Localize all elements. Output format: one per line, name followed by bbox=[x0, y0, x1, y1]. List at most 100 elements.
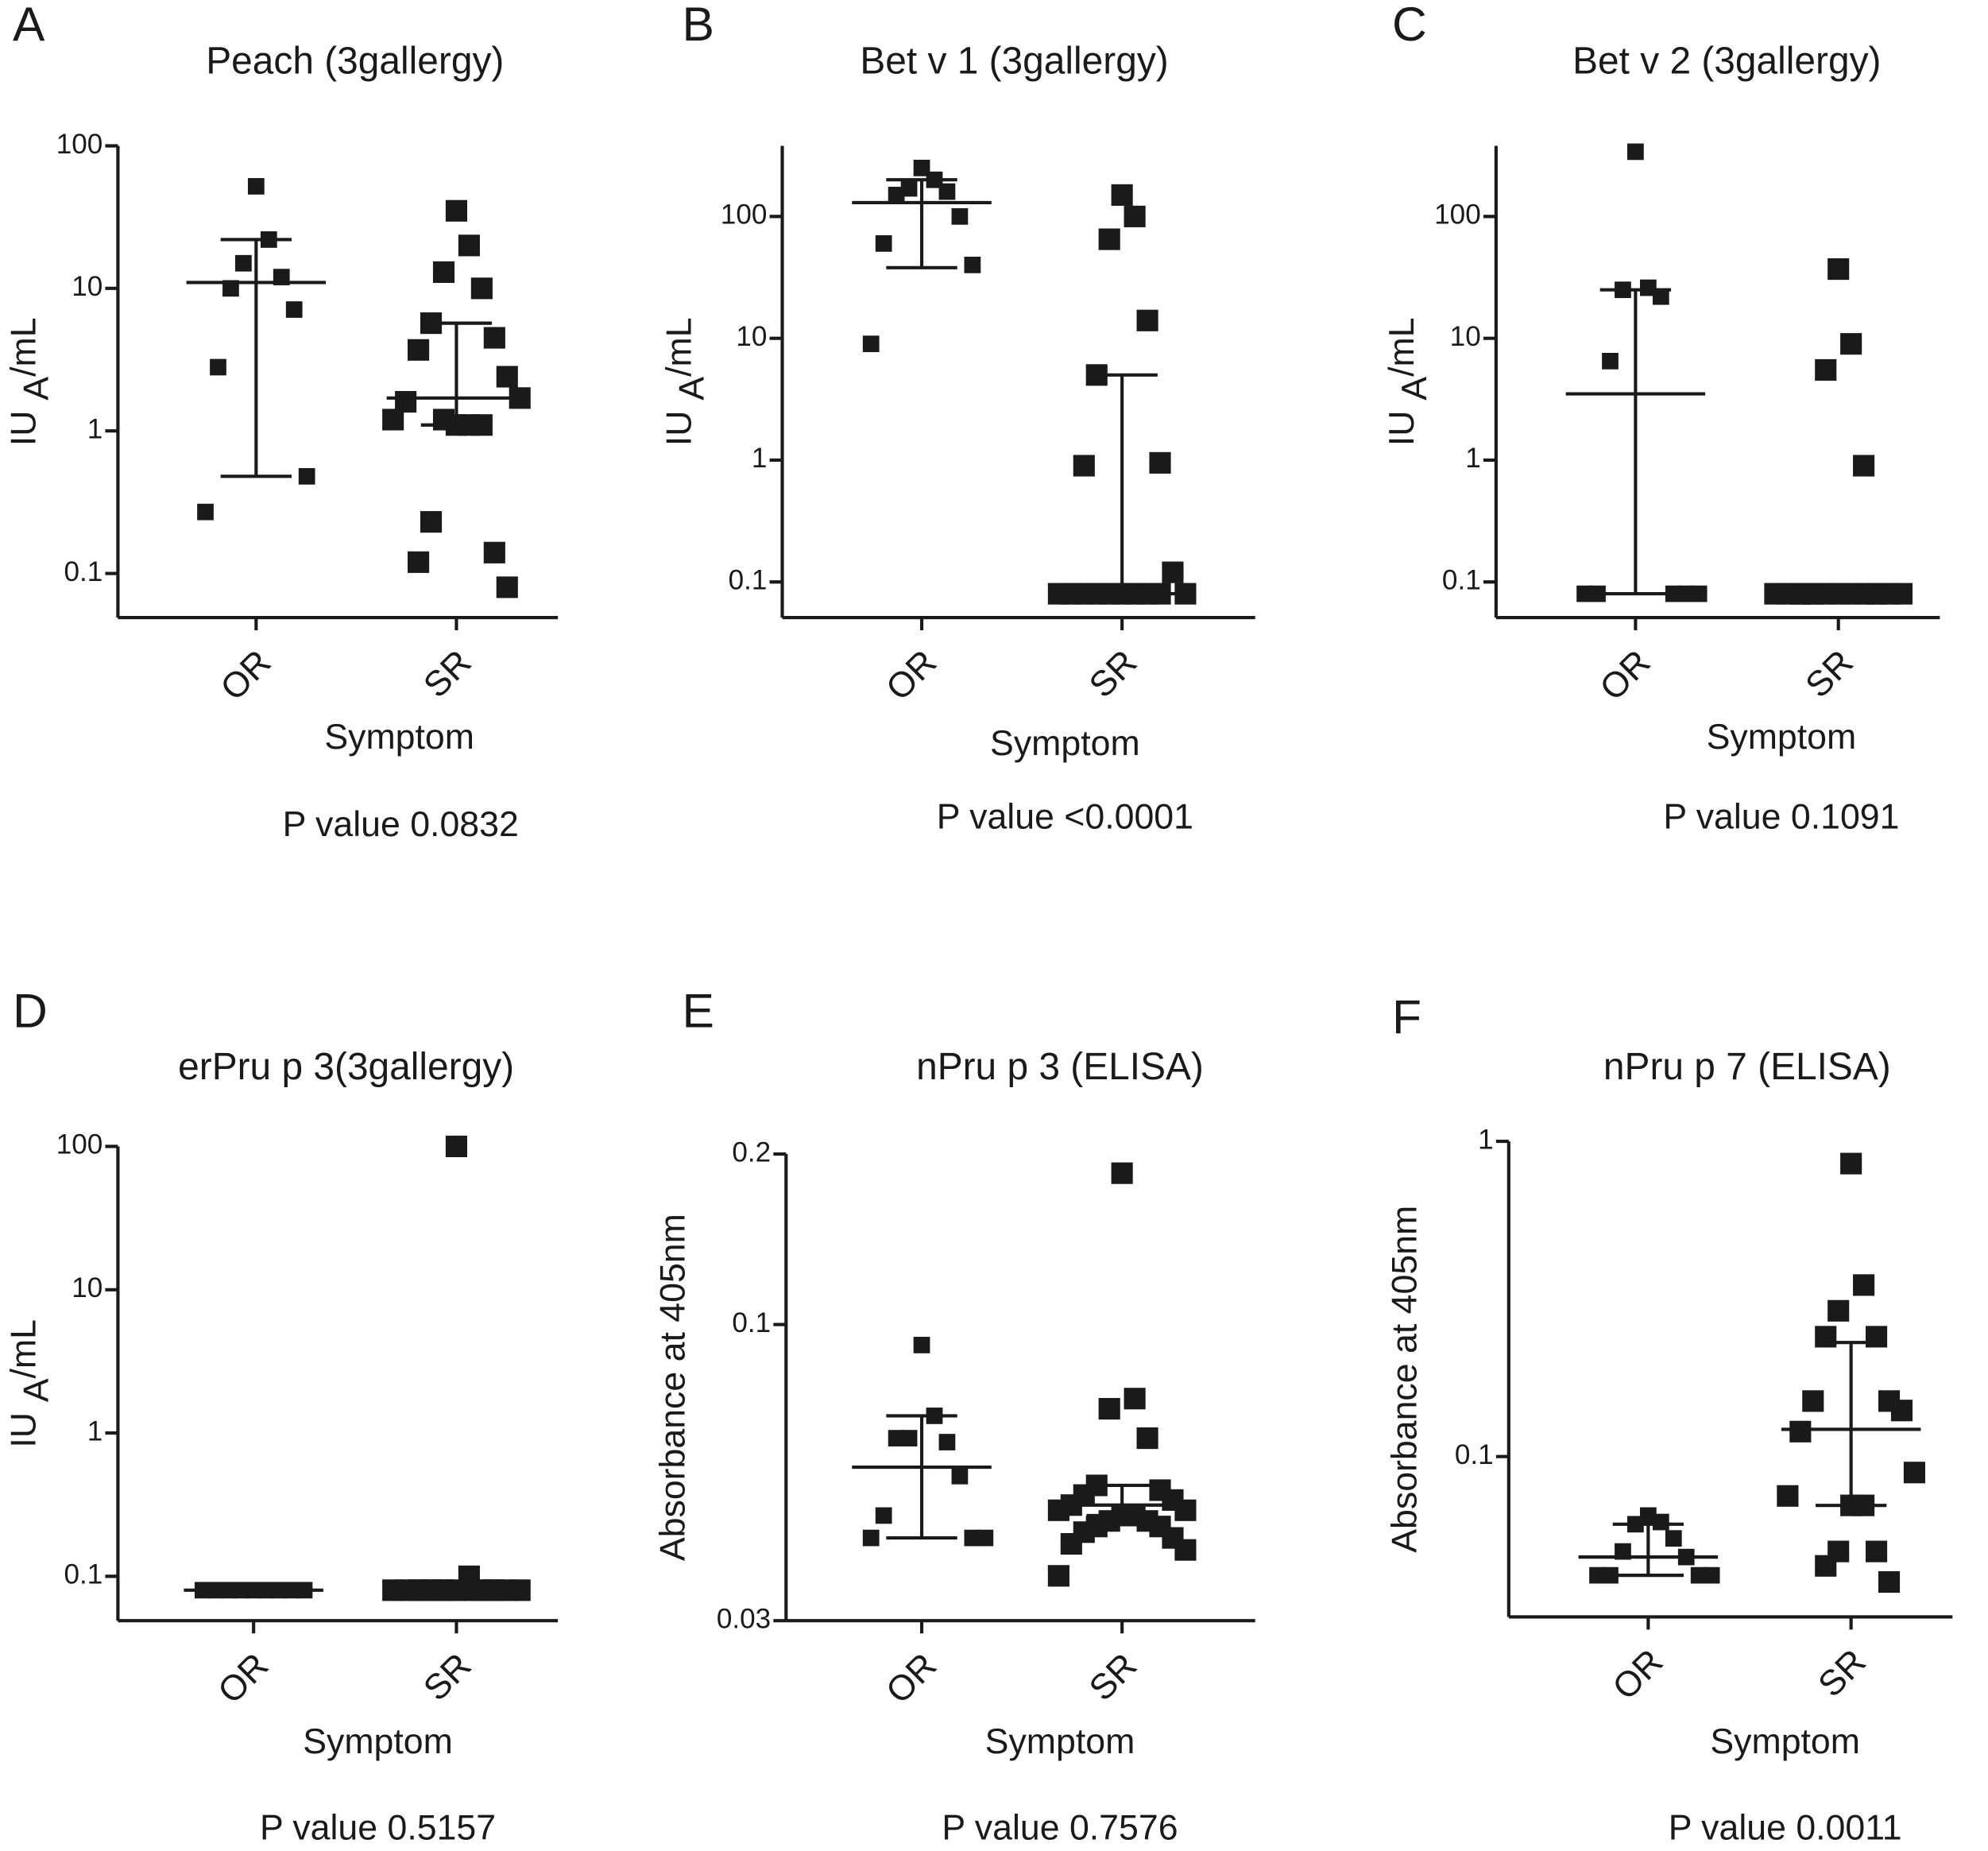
panel-label: A bbox=[13, 0, 45, 51]
p-value-note: P value 0.0832 bbox=[283, 805, 519, 844]
data-point bbox=[1589, 1566, 1606, 1584]
y-tick-label: 0.03 bbox=[717, 1603, 771, 1634]
chart-title: nPru p 3 (ELISA) bbox=[916, 1046, 1204, 1088]
data-point bbox=[1589, 585, 1606, 602]
y-axis-label: IU A/mL bbox=[660, 317, 712, 446]
panel-label: C bbox=[1392, 0, 1427, 51]
y-axis-label: IU A/mL bbox=[5, 317, 56, 446]
data-point bbox=[1690, 1566, 1708, 1584]
data-point bbox=[1878, 1570, 1901, 1593]
data-point bbox=[285, 301, 303, 318]
y-axis-label-text: IU bbox=[5, 410, 44, 446]
y-axis-label: IU A/mL bbox=[5, 1319, 56, 1448]
x-tick-label: OR bbox=[214, 643, 279, 708]
data-point bbox=[951, 208, 969, 225]
data-point bbox=[977, 1529, 994, 1547]
data-point bbox=[1124, 1388, 1146, 1410]
y-tick-label: 0.1 bbox=[1455, 1439, 1494, 1470]
p-value-note: P value 0.5157 bbox=[260, 1808, 496, 1847]
y-axis-label-unit: /mL bbox=[5, 1319, 44, 1378]
x-tick-label: SR bbox=[416, 643, 479, 706]
y-tick-label: 0.1 bbox=[1442, 565, 1481, 596]
data-point bbox=[1815, 358, 1837, 381]
x-tick-label: SR bbox=[1811, 1642, 1874, 1705]
y-axis-label-text: Absorbance at 405nm bbox=[1385, 1206, 1424, 1553]
y-axis-label-unit: /mL bbox=[660, 317, 699, 376]
data-point bbox=[496, 366, 518, 388]
data-point bbox=[1073, 455, 1095, 477]
data-point bbox=[496, 576, 518, 598]
y-tick-label: 1 bbox=[87, 1415, 103, 1446]
x-tick-label: OR bbox=[879, 1646, 944, 1711]
data-point bbox=[875, 1507, 892, 1524]
y-tick-label: 100 bbox=[721, 199, 768, 230]
p-value-note: P value 0.1091 bbox=[1663, 798, 1899, 837]
data-point bbox=[964, 257, 981, 273]
data-point bbox=[1827, 1299, 1850, 1322]
data-point bbox=[1703, 1566, 1720, 1584]
data-point bbox=[888, 1430, 905, 1446]
data-point bbox=[470, 277, 493, 300]
y-axis-label-text: IU bbox=[660, 410, 699, 446]
data-point bbox=[483, 541, 505, 563]
data-point bbox=[1098, 228, 1120, 250]
data-point bbox=[1777, 1485, 1799, 1507]
data-point bbox=[1815, 1326, 1837, 1348]
data-point bbox=[1174, 1499, 1197, 1521]
data-point bbox=[1652, 288, 1669, 305]
data-point bbox=[1136, 1427, 1158, 1450]
data-point bbox=[1677, 585, 1695, 602]
data-point bbox=[458, 234, 480, 257]
data-point bbox=[862, 335, 880, 353]
y-tick-label: 1 bbox=[1478, 1124, 1494, 1155]
x-tick-label: OR bbox=[1593, 643, 1658, 708]
data-point bbox=[1162, 561, 1184, 583]
data-point bbox=[1866, 1540, 1888, 1563]
data-point bbox=[938, 1434, 956, 1450]
y-tick-label: 0.1 bbox=[729, 565, 768, 596]
panel: C Bet v 2 (3gallergy) IU A/mL Symptom P value… bbox=[1383, 0, 1940, 837]
chart-title: erPru p 3(3gallergy) bbox=[178, 1046, 514, 1088]
data-point bbox=[408, 339, 430, 361]
y-axis-label-sub: A bbox=[673, 377, 712, 401]
panel-label: E bbox=[682, 984, 714, 1038]
data-point bbox=[1047, 1565, 1069, 1587]
data-point bbox=[247, 178, 265, 195]
y-tick-label: 0.1 bbox=[732, 1307, 771, 1338]
y-axis-label-text: IU bbox=[1383, 410, 1421, 446]
data-point bbox=[1789, 1420, 1812, 1442]
y-axis-label: Absorbance at 405nm bbox=[654, 1214, 693, 1561]
data-point bbox=[1136, 309, 1158, 331]
chart-title: Bet v 1 (3gallergy) bbox=[860, 40, 1168, 82]
panel-label: D bbox=[13, 984, 48, 1038]
data-point bbox=[1098, 1398, 1120, 1420]
data-point bbox=[1060, 1532, 1082, 1555]
data-point bbox=[913, 1337, 930, 1353]
y-axis-label-unit: /mL bbox=[5, 317, 44, 376]
data-point bbox=[1639, 1507, 1657, 1524]
data-point bbox=[210, 358, 226, 376]
y-tick-label: 10 bbox=[1450, 321, 1481, 352]
data-point bbox=[445, 1135, 468, 1158]
data-point bbox=[1111, 184, 1133, 206]
data-point bbox=[1815, 1555, 1837, 1577]
y-axis-label: IU A/mL bbox=[1383, 317, 1434, 446]
data-point bbox=[938, 183, 956, 200]
p-value-note: P value 0.7576 bbox=[942, 1808, 1178, 1847]
chart-title: Bet v 2 (3gallergy) bbox=[1572, 40, 1881, 82]
x-tick-label: SR bbox=[1082, 643, 1145, 706]
y-tick-label: 10 bbox=[72, 1272, 102, 1303]
data-point bbox=[483, 327, 505, 349]
data-point bbox=[1665, 1530, 1682, 1547]
data-point bbox=[1639, 279, 1657, 296]
data-point bbox=[222, 280, 239, 297]
panel: B Bet v 1 (3gallergy) IU A/mL Symptom P value… bbox=[660, 0, 1255, 837]
data-point bbox=[1047, 1499, 1069, 1521]
data-point bbox=[1627, 143, 1644, 161]
data-point bbox=[1853, 455, 1875, 477]
data-point bbox=[1690, 585, 1708, 602]
